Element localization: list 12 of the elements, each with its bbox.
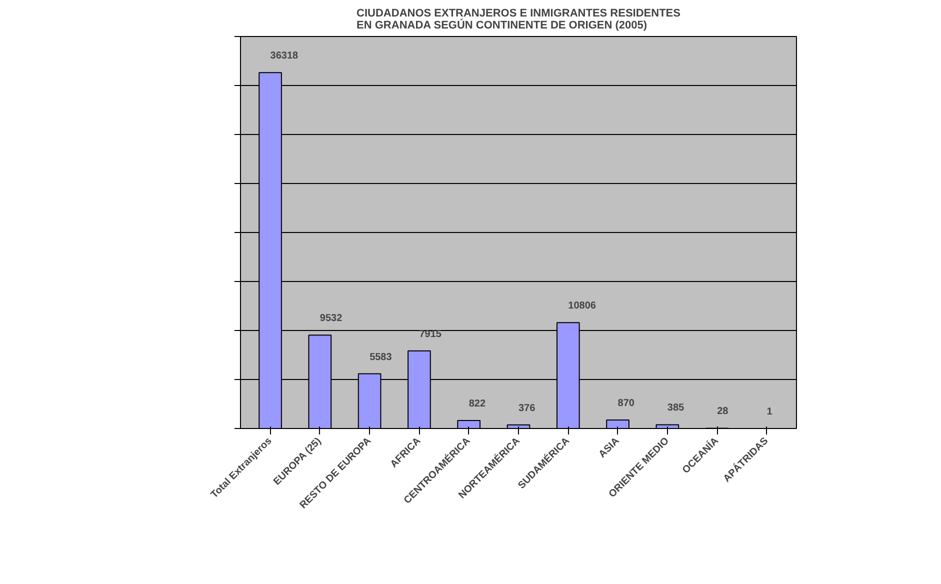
- data-label: 10806: [568, 300, 596, 312]
- data-label: 1: [766, 406, 773, 418]
- data-label: 9532: [320, 313, 343, 324]
- data-label: 36318: [270, 50, 299, 62]
- chart-title: CIUDADANOS EXTRANJEROS E INMIGRANTES RESIDENTES EN GRANADA SEGÚN CONTINENTE DE ORIGEN (2005): [356, 8, 680, 32]
- data-label: 5583: [370, 352, 392, 363]
- data-label: 822: [468, 398, 486, 410]
- data-label: 870: [618, 398, 635, 409]
- data-label: 385: [667, 402, 685, 414]
- data-label: 376: [518, 402, 536, 414]
- data-label: 28: [717, 406, 729, 418]
- data-label: 7915: [419, 328, 442, 340]
